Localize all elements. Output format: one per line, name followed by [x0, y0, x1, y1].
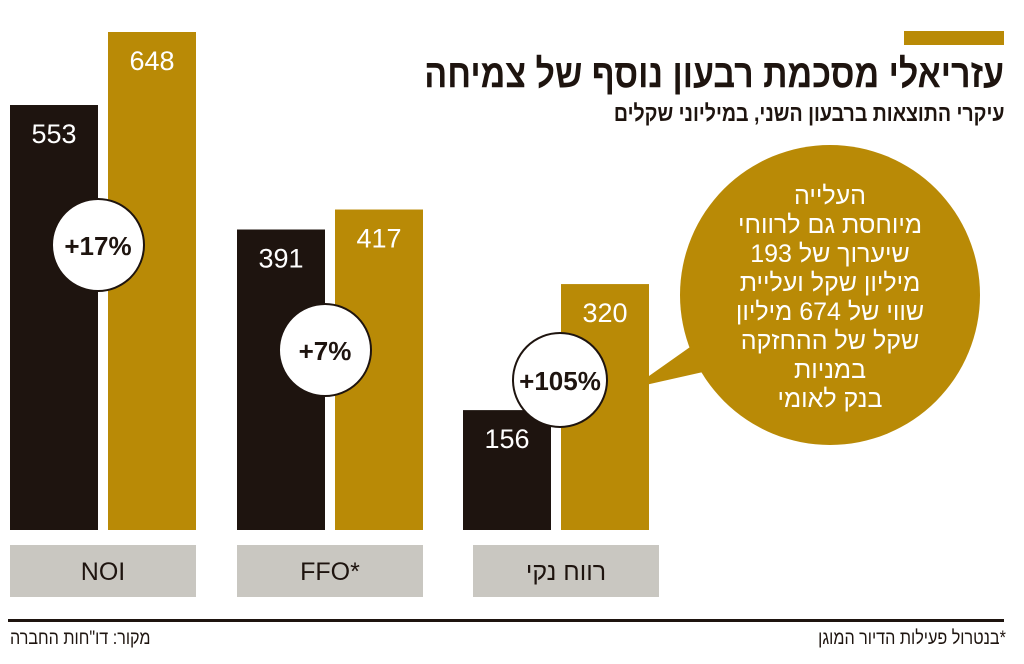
callout-line: העלייה — [794, 182, 866, 210]
value-label: 648 — [129, 46, 174, 76]
callout-line: שיערוך של 193 — [750, 240, 910, 268]
category-label: NOI — [81, 558, 125, 586]
value-label: 391 — [258, 244, 303, 274]
footnote: *בנטרול פעילות הדיור המוגן — [818, 628, 1006, 649]
change-label: +7% — [299, 336, 352, 366]
accent-bar — [904, 31, 1004, 45]
callout-line: מיוחסת גם לרווחי — [738, 211, 922, 239]
callout-line: שווי של 674 מיליון — [735, 298, 925, 326]
value-label: 320 — [582, 298, 627, 328]
change-label: +17% — [64, 231, 131, 261]
callout-line: מיליון שקל ועליית — [739, 269, 921, 297]
change-label: +105% — [519, 366, 601, 396]
callout-pointer — [632, 340, 712, 388]
callout-line: בנק לאומי — [777, 385, 883, 413]
bar — [10, 105, 98, 530]
change-circle — [51, 198, 145, 292]
category-label: רווח נקי — [526, 558, 606, 586]
category-box — [10, 545, 196, 597]
category-box — [237, 545, 423, 597]
change-circle — [512, 332, 608, 428]
category-box — [473, 545, 659, 597]
change-circle — [278, 303, 372, 397]
chart-title: עזריאלי מסכמת רבעון נוסף של צמיחה — [424, 52, 1004, 96]
divider — [8, 619, 1004, 622]
bar — [463, 410, 551, 530]
value-label: 417 — [356, 224, 401, 254]
callout-line: במניות — [793, 356, 867, 384]
source: מקור: דו"חות החברה — [10, 628, 151, 649]
callout-text: העלייה מיוחסת גם לרווחי שיערוך של 193 מי… — [690, 182, 970, 414]
value-label: 156 — [484, 424, 529, 454]
callout-bubble — [680, 145, 980, 445]
value-label: 553 — [31, 119, 76, 149]
chart-subtitle: עיקרי התוצאות ברבעון השני, במיליוני שקלי… — [613, 100, 1004, 126]
callout-line: שקל של ההחזקה — [740, 327, 920, 355]
category-label: FFO* — [300, 558, 360, 586]
